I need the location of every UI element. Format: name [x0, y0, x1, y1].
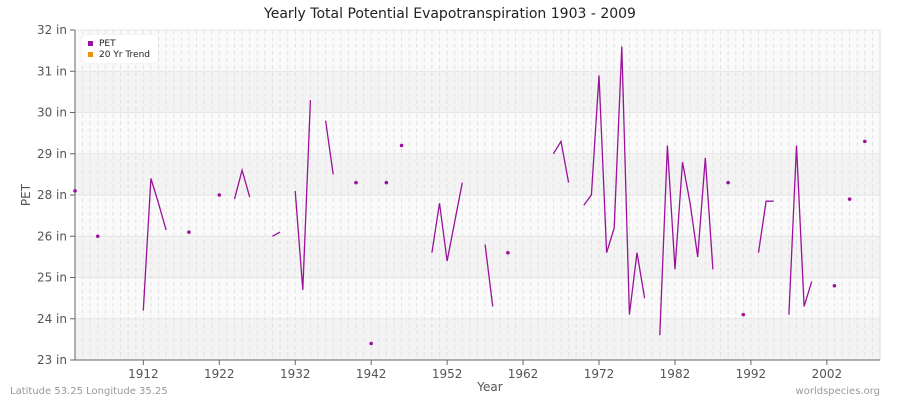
- data-point[interactable]: [726, 180, 730, 185]
- data-line-segment[interactable]: [294, 100, 312, 290]
- data-point[interactable]: [187, 230, 191, 234]
- data-point[interactable]: [506, 250, 510, 255]
- y-tick-label: 24 in: [37, 312, 67, 326]
- data-line-segment[interactable]: [788, 145, 813, 315]
- data-point[interactable]: [832, 283, 837, 288]
- x-tick-label: 1952: [432, 367, 463, 381]
- pet-swatch-icon: [88, 41, 93, 46]
- x-tick-label: 1992: [736, 367, 767, 381]
- x-tick-label: 1942: [356, 367, 387, 381]
- data-line-segment[interactable]: [552, 139, 570, 183]
- y-tick-label: 31 in: [37, 64, 67, 78]
- data-point[interactable]: [73, 189, 77, 193]
- data-line-segment[interactable]: [659, 145, 714, 336]
- y-tick-label: 26 in: [37, 229, 67, 243]
- data-line-segment[interactable]: [272, 231, 281, 237]
- legend-item-trend[interactable]: 20 Yr Trend: [88, 49, 150, 60]
- data-point[interactable]: [217, 193, 222, 197]
- x-tick-label: 1972: [584, 367, 615, 381]
- source-link[interactable]: worldspecies.org: [795, 386, 880, 397]
- plot-band: [75, 30, 880, 72]
- y-tick-label: 25 in: [37, 271, 67, 285]
- legend-label-trend: 20 Yr Trend: [99, 49, 151, 60]
- y-tick-label: 29 in: [37, 147, 67, 161]
- data-line-segment[interactable]: [324, 120, 334, 175]
- legend-item-pet[interactable]: PET: [88, 38, 150, 49]
- data-point[interactable]: [369, 341, 373, 346]
- y-tick-label: 23 in: [37, 353, 67, 367]
- legend-label-pet: PET: [99, 38, 116, 49]
- x-tick-label: 1982: [660, 367, 691, 381]
- data-point[interactable]: [399, 143, 404, 148]
- plot-band: [75, 112, 880, 154]
- legend: PET 20 Yr Trend: [82, 35, 159, 63]
- data-point[interactable]: [847, 197, 852, 201]
- data-point[interactable]: [95, 234, 100, 239]
- x-tick-label: 1912: [128, 367, 159, 381]
- data-line-segment[interactable]: [233, 167, 251, 200]
- data-line-segment[interactable]: [583, 46, 646, 315]
- y-tick-label: 32 in: [37, 23, 67, 37]
- location-caption: Latitude 53.25 Longitude 35.25: [10, 386, 168, 397]
- data-point[interactable]: [863, 139, 867, 144]
- y-tick-label: 30 in: [37, 106, 67, 120]
- plot-band: [75, 71, 880, 113]
- data-point[interactable]: [741, 312, 746, 317]
- data-line-segment[interactable]: [142, 178, 167, 311]
- data-point[interactable]: [384, 180, 389, 185]
- x-tick-label: 1922: [204, 367, 235, 381]
- trend-swatch-icon: [88, 52, 93, 57]
- y-axis-title: PET: [19, 183, 33, 206]
- x-tick-label: 1932: [280, 367, 311, 381]
- y-tick-label: 28 in: [37, 188, 67, 202]
- plot-band: [75, 153, 880, 195]
- x-tick-label: 1962: [508, 367, 539, 381]
- x-axis-title: Year: [476, 380, 502, 394]
- x-tick-label: 2002: [812, 367, 843, 381]
- data-point[interactable]: [354, 180, 358, 185]
- data-line-segment[interactable]: [484, 244, 494, 307]
- data-line-segment[interactable]: [757, 200, 774, 253]
- data-line-segment[interactable]: [431, 182, 463, 262]
- chart-title: Yearly Total Potential Evapotranspiratio…: [264, 6, 636, 22]
